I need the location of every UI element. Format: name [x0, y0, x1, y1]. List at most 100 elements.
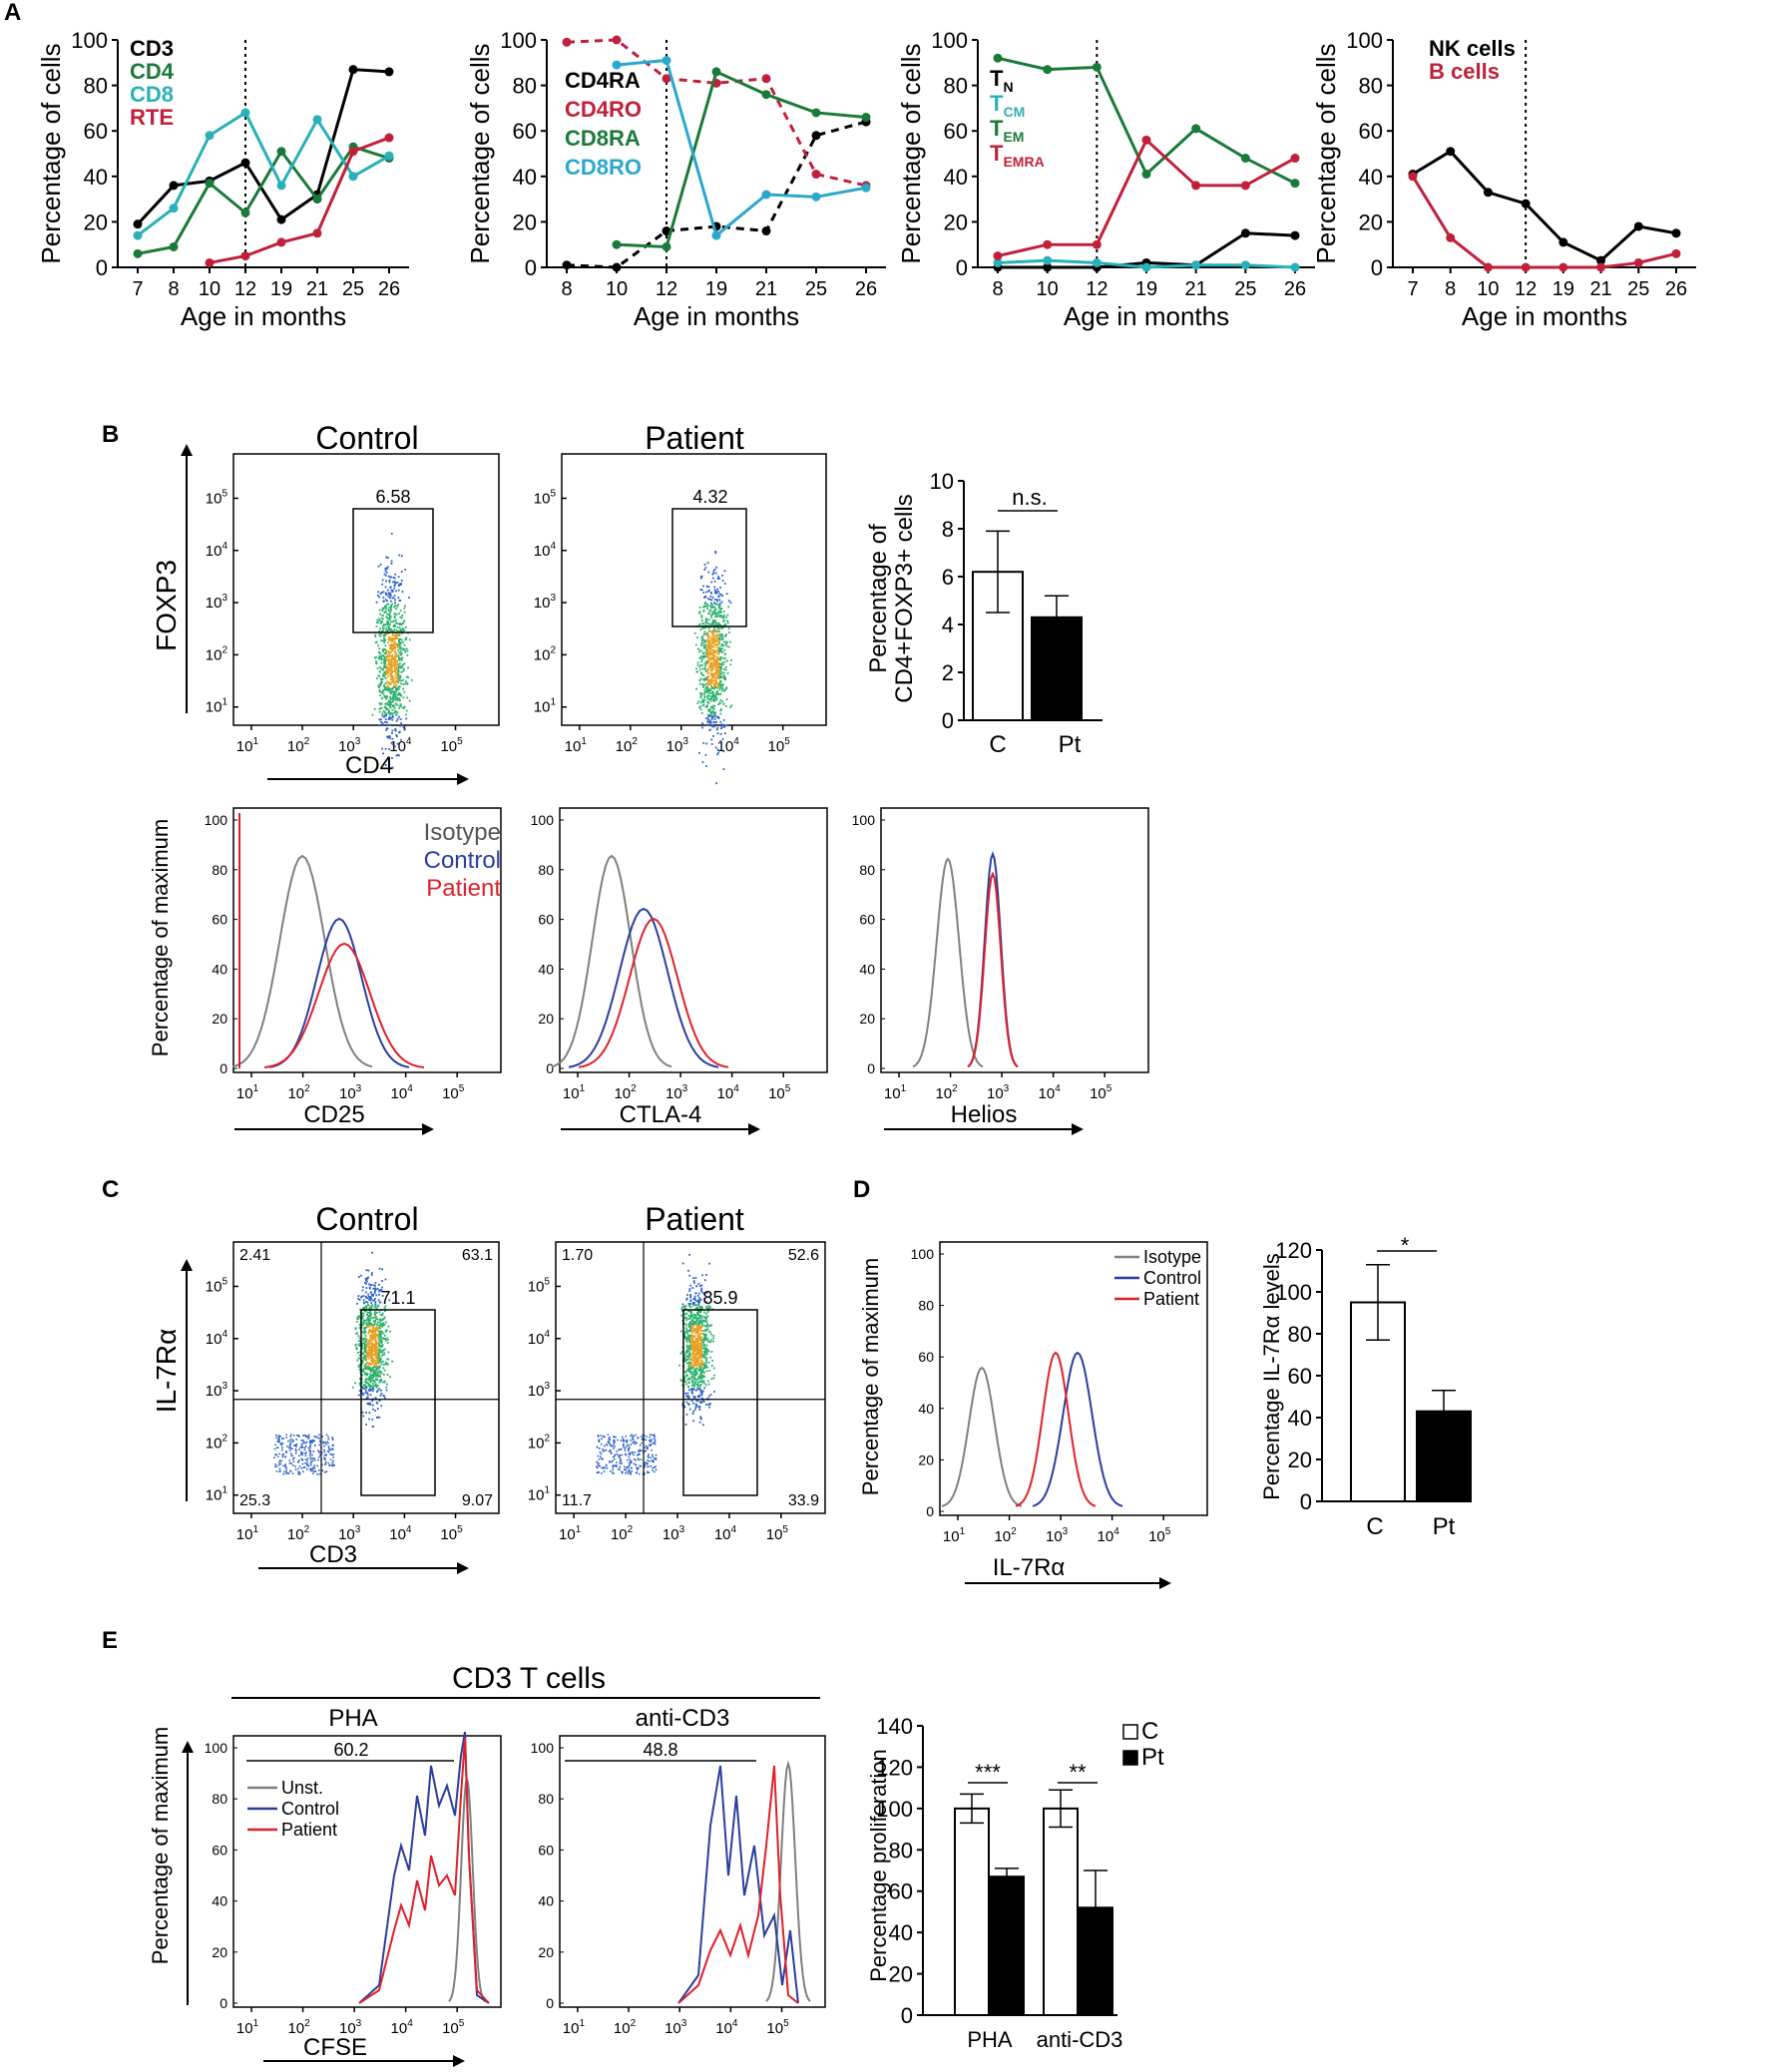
cell-dot — [625, 1453, 628, 1456]
cell-dot — [277, 1435, 280, 1437]
cell-dot — [313, 1467, 316, 1469]
cell-dot — [697, 1333, 700, 1336]
xtick-label: 10 — [1477, 278, 1499, 300]
cell-dot — [705, 678, 708, 681]
xtick-label: 12 — [1515, 278, 1537, 300]
cell-dot — [706, 1366, 708, 1369]
cell-dot — [599, 1450, 602, 1453]
cell-dot — [645, 1445, 648, 1448]
flow-c-patient-gate — [682, 1309, 758, 1496]
cell-dot — [300, 1445, 303, 1447]
cell-dot — [723, 732, 726, 734]
cell-dot — [685, 1401, 688, 1404]
xtick-label: 21 — [755, 278, 777, 300]
data-point — [1240, 260, 1250, 270]
cell-dot — [718, 650, 721, 653]
cell-dot — [321, 1451, 323, 1454]
cell-dot — [390, 644, 393, 646]
cell-dot — [695, 667, 697, 670]
cell-dot — [634, 1443, 636, 1446]
cell-dot — [705, 649, 707, 651]
cell-dot — [690, 1365, 693, 1368]
cell-dot — [370, 1274, 373, 1276]
cell-dot — [373, 1348, 376, 1350]
cell-dot — [687, 1334, 690, 1337]
panel-letter-e: E — [102, 1627, 118, 1654]
cell-dot — [694, 1381, 697, 1384]
cell-dot — [387, 603, 390, 606]
cell-dot — [701, 657, 703, 660]
cell-dot — [355, 1348, 358, 1350]
cell-dot — [391, 655, 394, 657]
cell-dot — [308, 1440, 311, 1442]
cell-dot — [288, 1445, 291, 1448]
cell-dot — [369, 1373, 372, 1376]
cell-dot — [399, 724, 401, 727]
cell-dot — [399, 616, 402, 619]
gate-b-control-value: 6.58 — [375, 487, 410, 507]
cell-dot — [376, 1311, 378, 1314]
cell-dot — [395, 608, 398, 611]
cell-dot — [684, 1424, 687, 1426]
bar-xlabel: Pt — [1433, 1513, 1456, 1540]
cell-dot — [700, 1393, 703, 1396]
cell-dot — [701, 667, 704, 670]
cell-dot — [710, 724, 713, 727]
hist-helios-x-label: 105 — [1090, 1083, 1112, 1102]
legend-swatch-c — [1122, 1724, 1138, 1740]
cell-dot — [390, 716, 392, 719]
cell-dot — [698, 1317, 701, 1320]
cell-dot — [382, 1367, 385, 1370]
cell-dot — [382, 692, 385, 695]
cell-dot — [400, 579, 403, 582]
cell-dot — [379, 1289, 382, 1292]
cell-dot — [603, 1445, 606, 1448]
cell-dot — [709, 658, 712, 661]
cell-dot — [712, 572, 715, 575]
cell-dot — [385, 580, 387, 583]
cell-dot — [372, 1320, 375, 1323]
cell-dot — [394, 604, 397, 607]
cell-dot — [359, 1296, 362, 1299]
cell-dot — [281, 1442, 284, 1445]
cell-dot — [394, 658, 397, 661]
cell-dot — [610, 1445, 612, 1447]
cell-dot — [383, 1381, 386, 1384]
cell-dot — [686, 1349, 689, 1351]
cell-dot — [711, 672, 714, 675]
cell-dot — [699, 1389, 702, 1392]
cell-dot — [371, 1367, 374, 1369]
axis-arrow-e-y-head — [182, 1741, 194, 1753]
cell-dot — [603, 1470, 606, 1472]
cell-dot — [396, 659, 398, 662]
cell-dot — [369, 1390, 371, 1392]
cell-dot — [710, 678, 713, 680]
cell-dot — [381, 654, 383, 657]
cell-dot — [699, 677, 702, 680]
cell-dot — [726, 622, 729, 624]
cell-dot — [687, 1396, 690, 1399]
cell-dot — [351, 1386, 354, 1389]
cell-dot — [597, 1462, 600, 1464]
cell-dot — [596, 1466, 599, 1469]
cell-dot — [377, 1374, 379, 1377]
cell-dot — [690, 1359, 693, 1362]
cell-dot — [285, 1467, 288, 1470]
cell-dot — [702, 1320, 705, 1323]
cell-dot — [359, 1351, 362, 1354]
cell-dot — [719, 632, 721, 635]
cell-dot — [389, 666, 391, 669]
cell-dot — [652, 1455, 655, 1457]
cell-dot — [294, 1452, 297, 1454]
cell-dot — [720, 686, 723, 689]
y-axis-label: Percentage of cells — [896, 43, 926, 263]
cell-dot — [722, 644, 725, 647]
cell-dot — [365, 1307, 368, 1310]
cell-dot — [356, 1318, 359, 1320]
cell-dot — [399, 662, 401, 665]
cell-dot — [698, 1352, 701, 1355]
cell-dot — [712, 658, 715, 660]
flow-b-control-scatter — [371, 533, 413, 769]
cell-dot — [691, 1352, 694, 1355]
cell-dot — [393, 668, 396, 670]
